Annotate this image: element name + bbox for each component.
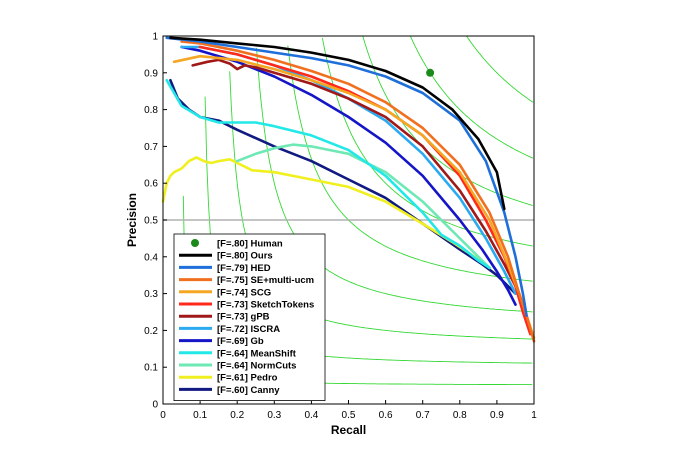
y-tick-label: 0 <box>152 400 158 411</box>
x-tick-label: 0 <box>160 410 166 421</box>
series-layer <box>161 36 536 343</box>
y-tick-label: 0.3 <box>144 289 158 300</box>
legend-label: [F=.80] Ours <box>217 251 273 262</box>
axis-ticks: 0 0.1 0.2 0.3 0.4 0.5 0.6 0.7 0.8 0.9 1 0 0.1 0.2 0.3 0… <box>144 32 537 422</box>
series-line <box>180 45 517 306</box>
iso-f-curve <box>287 45 533 282</box>
y-tick-label: 0.7 <box>144 142 158 153</box>
x-tick-label: 1 <box>531 410 537 421</box>
legend-label: [F=.73] gPB <box>217 312 270 323</box>
legend-label: [F=.60] Canny <box>217 385 280 396</box>
y-tick-label: 0.6 <box>144 179 158 190</box>
series-line <box>235 143 491 270</box>
y-axis-title: Precision <box>125 193 139 247</box>
x-tick-label: 0.2 <box>230 410 244 421</box>
legend-marker <box>191 239 199 247</box>
series-line <box>165 36 528 318</box>
x-tick-label: 0.3 <box>267 410 281 421</box>
y-tick-label: 0.2 <box>144 326 158 337</box>
legend-label: [F=.73] SketchTokens <box>217 300 314 311</box>
y-tick-label: 1 <box>152 32 158 43</box>
x-tick-label: 0.1 <box>193 410 207 421</box>
y-tick-label: 0.5 <box>144 216 158 227</box>
x-tick-label: 0.7 <box>416 410 430 421</box>
human-point <box>426 68 435 77</box>
legend-label: [F=.80] Human <box>217 239 283 250</box>
y-tick-label: 0.1 <box>144 363 158 374</box>
legend-label: [F=.69] Gb <box>217 336 264 347</box>
iso-f-curve <box>466 35 534 103</box>
legend-label: [F=.72] ISCRA <box>217 324 280 335</box>
human-point-layer <box>426 68 435 77</box>
series-line <box>169 36 506 211</box>
x-tick-label: 0.9 <box>490 410 504 421</box>
x-tick-label: 0.8 <box>453 410 467 421</box>
series-line <box>161 156 491 270</box>
x-tick-label: 0.5 <box>342 410 356 421</box>
x-axis-title: Recall <box>331 423 366 437</box>
x-tick-label: 0.6 <box>379 410 393 421</box>
series-line <box>191 58 525 310</box>
y-tick-label: 0.4 <box>144 252 158 263</box>
y-tick-label: 0.9 <box>144 68 158 79</box>
series-line <box>165 78 491 270</box>
legend-label: [F=.74] SCG <box>217 287 271 298</box>
legend-label: [F=.61] Pedro <box>217 373 278 384</box>
legend-label: [F=.64] NormCuts <box>217 361 296 372</box>
x-tick-label: 0.4 <box>304 410 318 421</box>
legend-label: [F=.75] SE+multi-ucm <box>217 275 314 286</box>
y-tick-label: 0.8 <box>144 105 158 116</box>
legend: [F=.80] Human[F=.80] Ours[F=.79] HED[F=.… <box>173 233 326 402</box>
legend-label: [F=.64] MeanShift <box>217 348 297 359</box>
legend-label: [F=.79] HED <box>217 263 271 274</box>
series-line <box>180 40 536 343</box>
